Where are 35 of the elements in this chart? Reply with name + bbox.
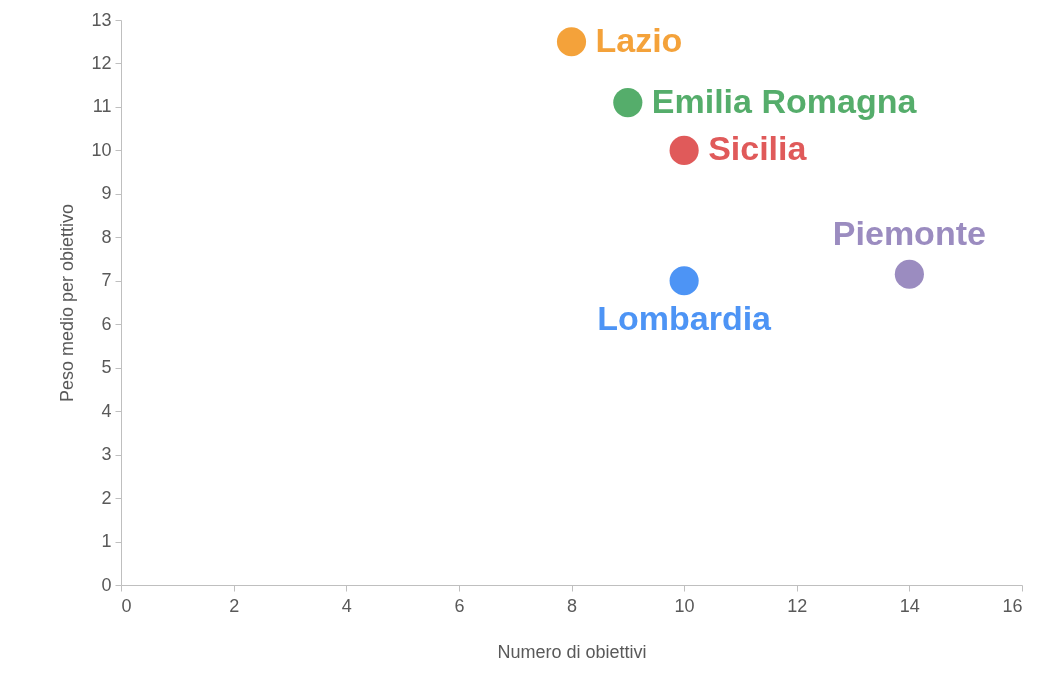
x-tick-label: 2 [229, 595, 240, 616]
series-label: Piemonte [832, 214, 986, 253]
y-tick-label: 6 [101, 313, 112, 334]
y-tick-label: 11 [92, 96, 112, 117]
y-tick-label: 8 [101, 226, 112, 247]
x-tick-label: 12 [787, 595, 808, 616]
x-tick-label: 6 [454, 595, 465, 616]
y-tick-label: 9 [101, 183, 112, 204]
x-tick-label: 4 [341, 595, 352, 616]
y-tick-label: 7 [101, 270, 112, 291]
y-tick-label: 10 [91, 139, 112, 160]
y-axis-title: Peso medio per obiettivo [57, 203, 78, 403]
y-tick-label: 4 [101, 400, 112, 421]
point [613, 88, 643, 118]
series-label: Emilia Romagna [651, 81, 918, 120]
y-tick-label: 3 [101, 444, 112, 465]
x-axis-title: Numero di obiettivi [497, 641, 647, 662]
series-label: Sicilia [708, 129, 808, 168]
x-tick-label: 10 [674, 595, 695, 616]
x-tick-label: 0 [121, 595, 132, 616]
x-tick-label: 14 [899, 595, 920, 616]
series-label: Lazio [595, 20, 683, 59]
y-tick-label: 5 [101, 357, 112, 378]
point [669, 266, 699, 296]
y-tick-label: 12 [91, 52, 112, 73]
x-tick-label: 16 [1002, 595, 1023, 616]
y-tick-label: 0 [101, 574, 112, 595]
point [556, 27, 587, 57]
x-tick-label: 8 [566, 595, 578, 616]
y-tick-label: 2 [101, 487, 112, 508]
y-tick-label: 1 [101, 531, 112, 552]
y-tick-label: 13 [91, 9, 112, 30]
point [669, 135, 699, 165]
point [894, 259, 924, 289]
series-label: Lombardia [597, 298, 773, 337]
